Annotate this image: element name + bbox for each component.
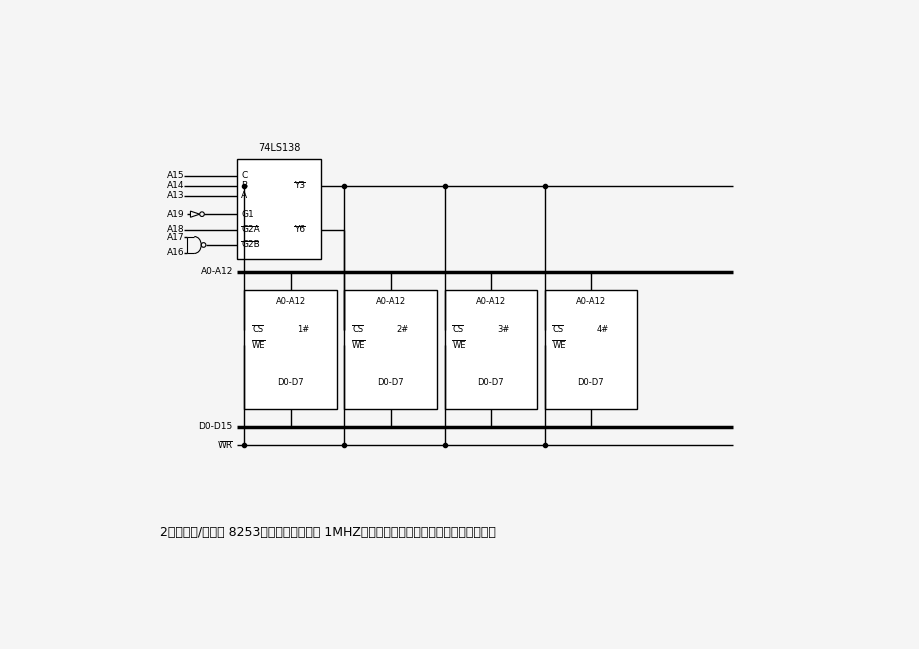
Text: Y6: Y6 xyxy=(294,225,305,234)
Text: WE: WE xyxy=(352,341,365,350)
Text: 74LS138: 74LS138 xyxy=(257,143,300,153)
Text: WE: WE xyxy=(551,341,565,350)
Text: CS: CS xyxy=(352,325,363,334)
Text: WE: WE xyxy=(452,341,465,350)
Text: A17: A17 xyxy=(167,233,185,242)
Text: A: A xyxy=(241,191,247,200)
Bar xyxy=(244,289,336,409)
Text: CS: CS xyxy=(452,325,463,334)
Text: CS: CS xyxy=(252,325,263,334)
Text: D0-D7: D0-D7 xyxy=(477,378,504,387)
Text: A13: A13 xyxy=(167,191,185,200)
Text: A0-A12: A0-A12 xyxy=(575,297,606,306)
Text: A0-A12: A0-A12 xyxy=(200,267,233,276)
Text: 3#: 3# xyxy=(496,325,509,334)
Text: WR: WR xyxy=(218,441,233,450)
Text: 4#: 4# xyxy=(596,325,608,334)
Text: Y3: Y3 xyxy=(294,181,305,190)
Text: A0-A12: A0-A12 xyxy=(375,297,405,306)
Text: 2．计数器/定时器 8253，振荡器（频率为 1MHZ）连线如下图所示，其中振荡器的脉冲输: 2．计数器/定时器 8253，振荡器（频率为 1MHZ）连线如下图所示，其中振荡… xyxy=(160,526,495,539)
Text: WE: WE xyxy=(252,341,266,350)
Bar xyxy=(236,159,321,259)
Text: A19: A19 xyxy=(167,210,185,219)
Bar xyxy=(344,289,437,409)
Text: 2#: 2# xyxy=(396,325,409,334)
Text: A0-A12: A0-A12 xyxy=(475,297,505,306)
Text: A18: A18 xyxy=(167,225,185,234)
Text: A14: A14 xyxy=(167,181,185,190)
Text: A0-A12: A0-A12 xyxy=(275,297,305,306)
Text: CS: CS xyxy=(551,325,562,334)
Text: D0-D7: D0-D7 xyxy=(277,378,303,387)
Text: 1#: 1# xyxy=(297,325,309,334)
Text: A16: A16 xyxy=(167,248,185,257)
Text: B: B xyxy=(241,181,247,190)
Text: A15: A15 xyxy=(167,171,185,180)
Bar xyxy=(544,289,636,409)
Bar xyxy=(444,289,537,409)
Text: D0-D7: D0-D7 xyxy=(377,378,403,387)
Text: D0-D7: D0-D7 xyxy=(577,378,604,387)
Text: C: C xyxy=(241,171,247,180)
Text: D0-D15: D0-D15 xyxy=(199,422,233,431)
Text: G2A: G2A xyxy=(241,225,260,234)
Text: G1: G1 xyxy=(241,210,254,219)
Text: G2B: G2B xyxy=(241,241,260,249)
